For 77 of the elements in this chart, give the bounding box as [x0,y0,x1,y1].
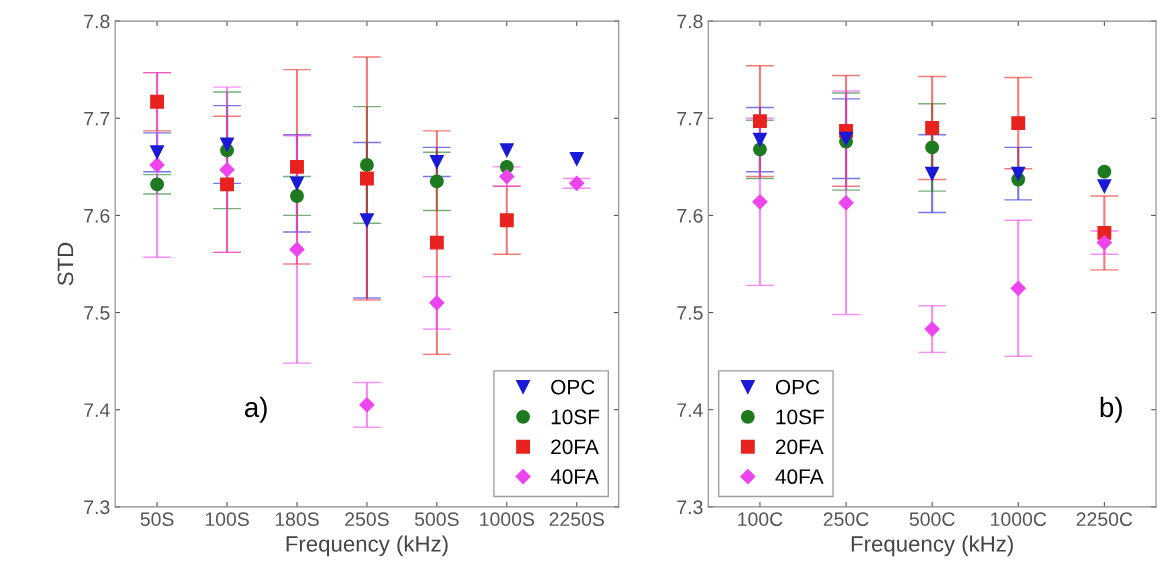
point [1097,164,1112,179]
point [925,166,940,181]
point [150,145,165,160]
x-tick-label: 250C [823,512,869,527]
y-tick-label: 7.3 [677,500,703,515]
point [150,94,165,109]
point [925,121,940,135]
point [220,137,234,152]
point [429,155,444,169]
point [429,295,445,311]
point [569,152,584,167]
point [429,235,444,250]
point [569,175,585,191]
point [359,157,374,172]
legend-label: 40FA [775,469,824,485]
legend-label: 40FA [550,469,599,485]
point [219,162,235,178]
y-tick-label: 7.5 [84,306,110,320]
point [499,168,515,185]
point [220,177,234,192]
y-axis-title: STD [57,242,74,286]
x-tick-label: 100S [205,512,249,527]
point [924,321,940,337]
y-tick-label: 7.4 [677,403,703,417]
point [149,157,165,173]
point [290,189,304,203]
point [1010,280,1026,296]
legend-label: OPC [551,379,595,395]
x-tick-label: 50S [140,512,174,527]
legend-label: OPC [775,379,820,395]
point [290,176,304,191]
y-tick-label: 7.7 [677,111,703,126]
x-tick-label: 180S [275,512,319,527]
x-tick-label: 1000C [991,512,1047,527]
point [1097,225,1112,240]
annotation: b) [1100,396,1122,423]
point [499,143,514,158]
legend-label: 10SF [551,409,600,425]
y-tick-label: 7.7 [84,111,110,126]
point [1011,116,1026,131]
point [925,140,940,155]
x-tick-label: 500S [414,512,459,527]
x-tick-label: 2250C [1076,512,1133,527]
point [499,213,514,228]
legend-label: 20FA [775,439,824,455]
point [1096,235,1112,251]
y-tick-label: 7.4 [84,403,110,417]
y-tick-label: 7.6 [677,208,703,223]
point [838,195,854,211]
x-tick-label: 100C [738,512,783,527]
annotation: a) [244,396,267,423]
point [752,194,768,210]
x-tick-label: 2250S [549,512,604,527]
point [359,171,374,186]
y-tick-label: 7.8 [677,14,703,29]
point [752,142,767,157]
point [1011,166,1026,181]
point [1097,179,1112,194]
legend-label: 20FA [551,439,599,455]
point [150,177,165,192]
y-tick-label: 7.3 [84,500,110,515]
point [752,132,767,147]
point [359,213,374,228]
x-tick-label: 1000S [480,512,535,527]
y-tick-label: 7.5 [677,306,703,320]
point [289,241,305,257]
x-tick-label: 250S [345,512,389,527]
point [752,114,767,129]
x-axis-title: Frequency (kHz) [286,535,448,557]
x-tick-label: 500C [909,512,955,527]
x-axis-title: Frequency (kHz) [851,535,1013,557]
y-tick-label: 7.8 [84,14,110,29]
legend-label: 10SF [776,409,824,425]
point [429,174,444,189]
point [359,397,375,413]
point [290,159,304,174]
y-tick-label: 7.6 [84,208,110,223]
